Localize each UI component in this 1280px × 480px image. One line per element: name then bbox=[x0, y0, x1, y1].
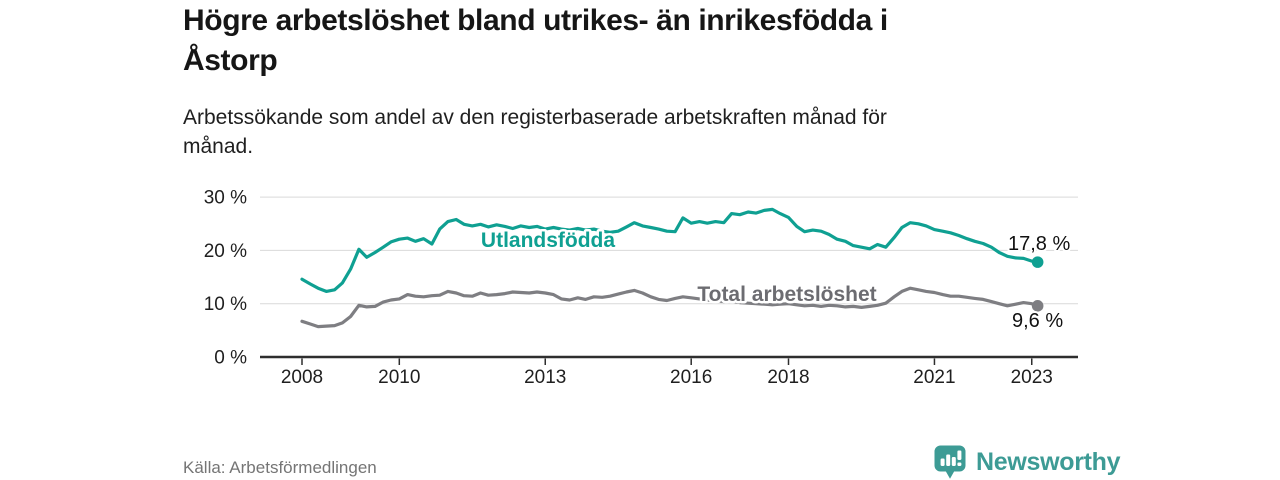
source-caption: Källa: Arbetsförmedlingen bbox=[183, 458, 377, 477]
end-value-label-utlandsfodda: 17,8 % bbox=[1008, 233, 1070, 255]
logo-bar-2 bbox=[946, 454, 951, 466]
title-line-2: Åstorp bbox=[183, 44, 278, 77]
x-tick-label-2013: 2013 bbox=[524, 367, 566, 388]
series-label-total: Total arbetslöshet bbox=[697, 283, 876, 306]
end-value-label-total: 9,6 % bbox=[1012, 310, 1063, 332]
logo-bar-1 bbox=[940, 458, 945, 466]
series-line-utlandsfodda bbox=[300, 207, 1038, 293]
chart-subtitle: Arbetssökande som andel av den registerb… bbox=[183, 103, 1083, 161]
logo-exclamation-dot bbox=[957, 462, 962, 466]
logo-bar-3 bbox=[951, 456, 956, 466]
newsworthy-logo-icon bbox=[934, 445, 966, 479]
end-dot-utlandsfodda bbox=[1031, 256, 1044, 268]
x-tick-label-2023: 2023 bbox=[1011, 367, 1053, 388]
y-tick-label-30: 30 % bbox=[204, 188, 247, 209]
y-tick-label-0: 0 % bbox=[214, 348, 247, 369]
page-title: Högre arbetslöshet bland utrikes- än inr… bbox=[183, 1, 1103, 81]
newsworthy-logo: Newsworthy bbox=[933, 444, 1121, 480]
y-tick-label-10: 10 % bbox=[204, 294, 247, 315]
subtitle-line-1: Arbetssökande som andel av den registerb… bbox=[183, 106, 887, 129]
end-dot-total bbox=[1031, 300, 1044, 312]
x-tick-label-2008: 2008 bbox=[281, 367, 323, 388]
logo-exclamation-bar bbox=[957, 450, 962, 460]
subtitle-line-2: månad. bbox=[183, 135, 254, 158]
x-tick-label-2021: 2021 bbox=[913, 367, 955, 388]
title-line-1: Högre arbetslöshet bland utrikes- än inr… bbox=[183, 4, 888, 37]
y-tick-label-20: 20 % bbox=[204, 241, 247, 262]
x-tick-label-2016: 2016 bbox=[670, 367, 712, 388]
newsworthy-brand-text: Newsworthy bbox=[976, 447, 1121, 476]
series-line-total bbox=[300, 286, 1038, 329]
x-tick-label-2018: 2018 bbox=[767, 367, 809, 388]
x-tick-label-2010: 2010 bbox=[378, 367, 420, 388]
series-label-utlandsfodda: Utlandsfödda bbox=[481, 229, 615, 252]
